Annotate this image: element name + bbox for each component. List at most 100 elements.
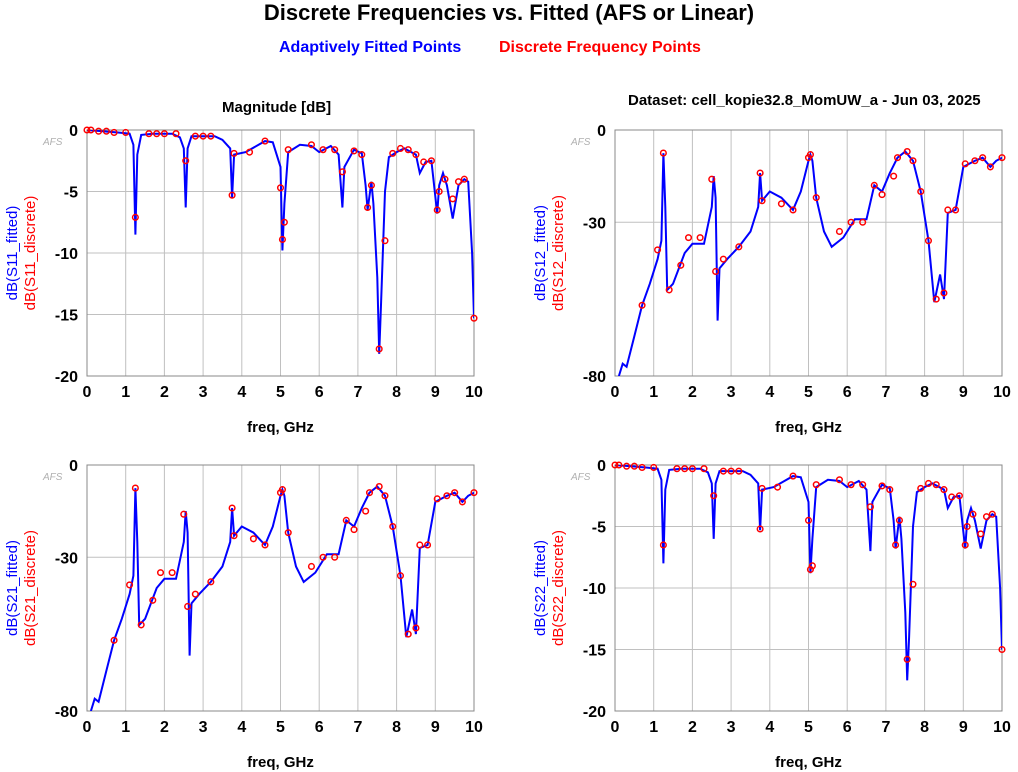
x-tick-label: 8	[392, 384, 401, 401]
y-tick-label: -10	[583, 581, 606, 598]
discrete-point	[172, 130, 180, 138]
discrete-point	[710, 492, 718, 500]
discrete-point	[168, 569, 176, 577]
discrete-point	[396, 144, 405, 152]
discrete-point	[307, 141, 316, 149]
x-tick-label: 8	[920, 719, 929, 736]
y-axis-label-fitted: dB(S21_fitted)	[4, 540, 21, 636]
discrete-point	[895, 516, 903, 524]
discrete-point	[451, 489, 459, 497]
discrete-point	[932, 481, 940, 489]
x-tick-label: 0	[611, 719, 620, 736]
discrete-point	[338, 168, 346, 176]
y-tick-label: -80	[583, 369, 606, 386]
x-axis-label: freq, GHz	[775, 754, 842, 771]
discrete-point	[924, 479, 933, 488]
discrete-point	[735, 243, 743, 251]
discrete-point	[909, 580, 917, 588]
discrete-point	[986, 163, 994, 171]
x-axis-label: freq, GHz	[247, 754, 314, 771]
discrete-point	[878, 482, 886, 490]
x-tick-label: 10	[993, 719, 1011, 736]
discrete-point	[961, 541, 969, 549]
x-tick-label: 6	[843, 719, 852, 736]
discrete-point	[847, 481, 855, 489]
x-tick-label: 7	[353, 384, 362, 401]
discrete-point	[261, 541, 269, 549]
x-tick-label: 9	[959, 719, 968, 736]
discrete-point	[180, 510, 188, 518]
series-fitted-line	[89, 485, 474, 711]
discrete-point	[331, 553, 339, 561]
x-tick-label: 0	[83, 384, 92, 401]
discrete-point	[367, 181, 375, 189]
x-tick-label: 4	[765, 384, 774, 401]
y-axis-label-discrete: dB(S21_discrete)	[22, 530, 39, 646]
x-tick-label: 2	[160, 384, 169, 401]
x-tick-label: 7	[353, 719, 362, 736]
discrete-point	[878, 191, 886, 199]
discrete-point	[396, 572, 405, 580]
discrete-point	[708, 175, 716, 183]
y-tick-label: -20	[55, 369, 78, 386]
discrete-point	[420, 158, 428, 166]
discrete-point	[735, 467, 743, 475]
chart-subtitle: Magnitude [dB]	[222, 99, 332, 116]
discrete-point	[859, 218, 867, 226]
discrete-point	[665, 286, 673, 294]
discrete-point	[102, 127, 110, 135]
discrete-point	[375, 482, 383, 491]
discrete-point	[207, 132, 215, 140]
discrete-point	[812, 194, 820, 202]
discrete-point	[890, 172, 898, 180]
discrete-point	[917, 484, 925, 492]
discrete-point	[758, 484, 766, 492]
discrete-point	[404, 146, 412, 154]
x-tick-label: 1	[121, 384, 130, 401]
x-tick-label: 2	[160, 719, 169, 736]
discrete-point	[122, 128, 130, 137]
x-tick-label: 6	[315, 384, 324, 401]
discrete-point	[460, 175, 468, 183]
discrete-point	[969, 510, 977, 518]
x-axis-label: freq, GHz	[775, 419, 842, 436]
discrete-point	[145, 130, 153, 138]
discrete-point	[866, 503, 874, 511]
discrete-point	[654, 246, 662, 254]
x-tick-label: 2	[688, 719, 697, 736]
x-tick-label: 9	[431, 384, 440, 401]
discrete-point	[412, 151, 420, 159]
plot-s22: 0 1 2 3 4 5 6 7 8 9 10 0 -5 -10 -15 -20 AFS freq, GHz dB(S…	[532, 458, 1011, 771]
discrete-point	[137, 621, 145, 629]
y-axis-label-fitted: dB(S11_fitted)	[4, 206, 21, 301]
x-tick-label: 0	[83, 719, 92, 736]
discrete-point	[903, 655, 911, 663]
discrete-point	[659, 541, 667, 549]
discrete-point	[284, 529, 292, 537]
x-tick-label: 3	[727, 384, 736, 401]
discrete-point	[611, 461, 619, 469]
discrete-point	[342, 516, 350, 524]
discrete-point	[284, 146, 292, 154]
discrete-point	[777, 200, 785, 208]
y-tick-label: 0	[69, 458, 78, 475]
discrete-point	[808, 562, 816, 570]
discrete-point	[940, 289, 948, 297]
discrete-point	[650, 463, 658, 472]
discrete-point	[230, 532, 238, 540]
discrete-point	[365, 489, 374, 497]
x-tick-label: 2	[688, 384, 697, 401]
y-tick-label: -30	[55, 550, 78, 567]
discrete-point	[375, 345, 383, 353]
y-axis-label-fitted: dB(S12_fitted)	[532, 205, 549, 301]
discrete-point	[182, 157, 190, 165]
discrete-point	[917, 187, 925, 196]
y-tick-label: -10	[55, 246, 78, 263]
discrete-point	[696, 234, 704, 242]
discrete-point	[153, 130, 161, 138]
discrete-point	[433, 495, 441, 503]
discrete-point	[228, 191, 236, 199]
discrete-point	[470, 489, 478, 497]
discrete-point	[758, 197, 766, 205]
discrete-point	[940, 486, 948, 494]
